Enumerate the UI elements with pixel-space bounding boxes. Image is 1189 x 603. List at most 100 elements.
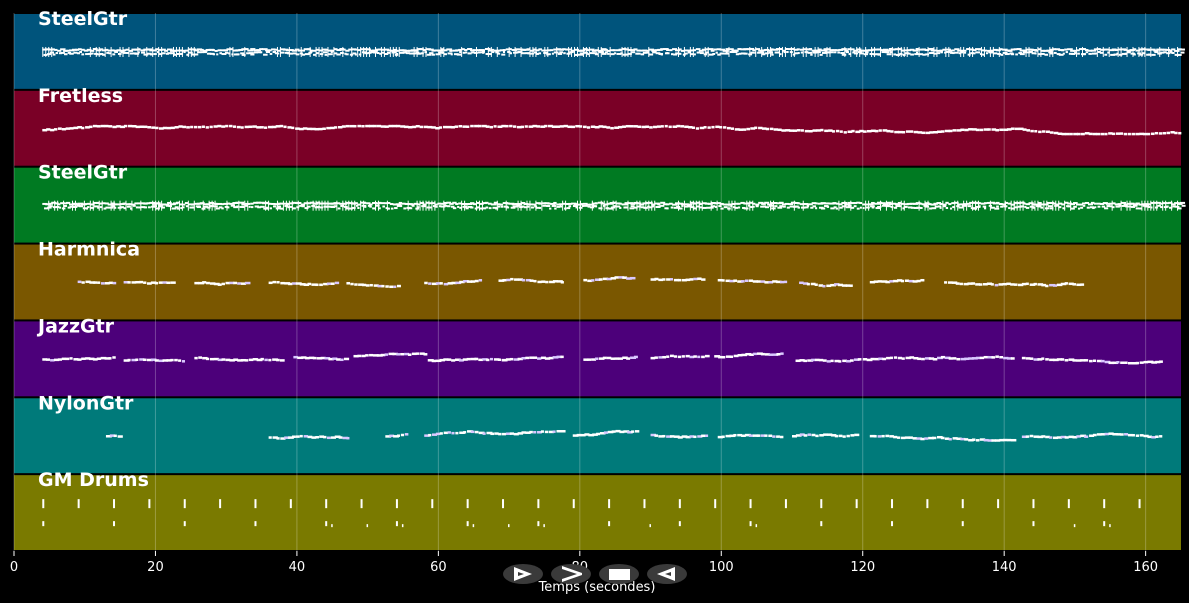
note xyxy=(588,48,595,51)
note xyxy=(1033,435,1039,438)
note xyxy=(1034,52,1037,55)
note xyxy=(112,53,116,56)
note xyxy=(134,202,138,205)
note xyxy=(660,204,665,207)
x-tick-label: 140 xyxy=(992,560,1017,575)
drum-hit xyxy=(749,521,752,527)
note xyxy=(51,46,53,57)
note xyxy=(677,200,679,211)
note xyxy=(101,49,107,52)
note xyxy=(795,434,802,437)
note xyxy=(969,46,971,57)
note xyxy=(743,202,750,205)
note xyxy=(891,200,893,211)
note xyxy=(81,357,86,361)
note xyxy=(517,432,524,435)
note xyxy=(366,48,371,51)
note xyxy=(574,53,579,56)
note xyxy=(729,434,736,438)
note xyxy=(431,359,436,363)
note xyxy=(960,128,965,132)
note xyxy=(1153,200,1155,211)
note xyxy=(633,125,638,128)
note xyxy=(737,433,743,437)
note xyxy=(875,207,881,210)
note xyxy=(229,281,235,285)
note xyxy=(574,48,579,51)
note xyxy=(701,202,707,205)
note xyxy=(106,51,110,54)
note xyxy=(748,279,754,282)
note xyxy=(1016,202,1022,205)
note xyxy=(732,50,738,53)
note xyxy=(720,207,724,210)
note xyxy=(948,49,953,52)
note xyxy=(701,48,707,51)
note xyxy=(137,48,141,51)
note xyxy=(309,46,311,57)
note xyxy=(881,51,887,54)
note xyxy=(1156,48,1162,51)
note xyxy=(723,126,727,129)
note xyxy=(1099,202,1105,205)
stop-button[interactable] xyxy=(599,564,639,584)
rewind-button[interactable] xyxy=(647,564,687,584)
drum-hit xyxy=(502,499,505,509)
drum-hit xyxy=(678,499,681,509)
note xyxy=(1062,207,1066,210)
note xyxy=(982,283,988,286)
note xyxy=(241,358,246,362)
note xyxy=(1141,48,1146,51)
note xyxy=(57,203,61,206)
note xyxy=(175,201,180,204)
note xyxy=(944,51,947,54)
note xyxy=(1042,130,1046,133)
note xyxy=(419,202,425,205)
play-button[interactable] xyxy=(503,564,543,584)
note xyxy=(705,51,709,54)
note xyxy=(660,125,664,128)
note xyxy=(812,129,818,132)
note xyxy=(295,435,300,438)
note xyxy=(289,205,293,208)
note xyxy=(467,52,472,55)
note xyxy=(556,280,563,283)
note xyxy=(808,48,813,51)
note xyxy=(538,52,542,55)
note xyxy=(77,48,82,51)
note xyxy=(1037,46,1039,57)
note xyxy=(357,124,362,128)
note xyxy=(297,356,304,360)
note xyxy=(395,46,397,57)
note xyxy=(1151,53,1156,56)
note xyxy=(686,49,692,52)
note xyxy=(574,203,578,206)
note xyxy=(553,48,560,51)
note xyxy=(823,433,828,436)
note xyxy=(265,49,271,52)
note xyxy=(1076,435,1082,438)
note xyxy=(305,356,310,360)
note xyxy=(1143,360,1149,364)
note xyxy=(746,202,750,205)
note xyxy=(235,201,239,204)
note xyxy=(1040,52,1045,55)
forward-button[interactable] xyxy=(551,564,591,584)
note xyxy=(1151,436,1156,439)
note xyxy=(1031,52,1037,55)
note xyxy=(392,46,394,57)
note xyxy=(1093,48,1098,51)
note xyxy=(627,202,634,205)
note xyxy=(947,281,953,284)
note xyxy=(563,52,566,55)
note xyxy=(293,355,298,359)
note xyxy=(143,53,149,56)
note xyxy=(152,202,158,205)
note xyxy=(885,49,892,52)
note xyxy=(579,49,586,52)
note xyxy=(707,48,714,51)
note xyxy=(1084,49,1089,52)
note xyxy=(315,435,319,439)
note xyxy=(54,48,58,51)
note xyxy=(208,200,210,211)
